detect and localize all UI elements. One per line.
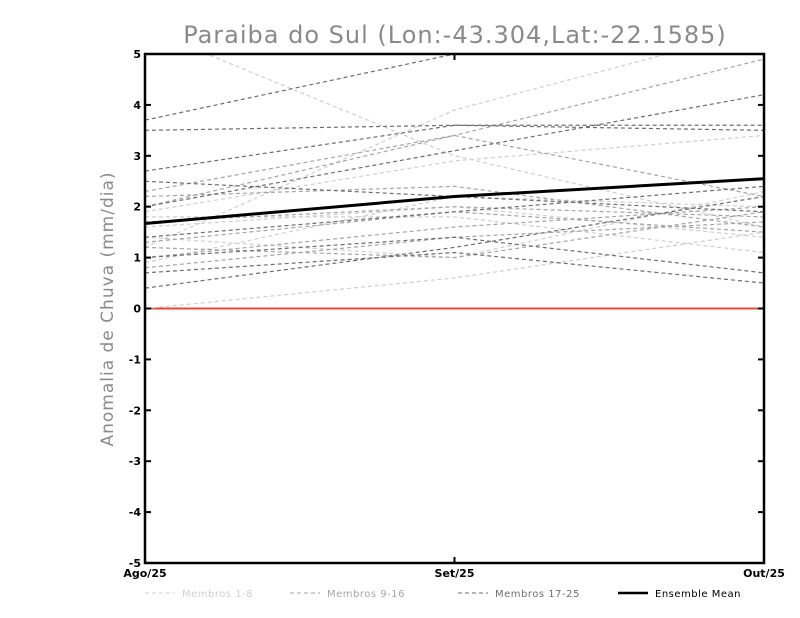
chart-title: Paraiba do Sul (Lon:-43.304,Lat:-22.1585… — [183, 21, 727, 49]
member-line-m17 — [145, 54, 460, 121]
y-axis-label: Anomalia de Chuva (mm/dia) — [98, 171, 118, 446]
member-line-m21 — [145, 185, 764, 238]
member-line-m19 — [145, 124, 764, 131]
legend: Membros 1-8 Membros 9-16 Membros 17-25 Ense… — [145, 589, 741, 600]
legend-label: Membros 1-8 — [182, 589, 253, 600]
ensemble-mean-line — [145, 177, 764, 225]
member-line-m23 — [145, 195, 764, 289]
y-tick-label: 0 — [133, 303, 141, 316]
member-line-m10 — [145, 221, 764, 269]
y-tick-label: -3 — [129, 455, 141, 468]
y-tick-label: -5 — [129, 557, 141, 570]
member-line-m9 — [145, 134, 764, 198]
member-line-m5 — [145, 216, 764, 254]
member-line-m4 — [145, 190, 764, 259]
x-tick-label: Set/25 — [435, 567, 475, 580]
series-layer — [145, 54, 764, 310]
legend-label: Ensemble Mean — [655, 589, 741, 600]
member-line-m13 — [145, 58, 764, 208]
plot-frame — [143, 52, 766, 565]
member-line-m15 — [145, 211, 764, 259]
y-tick-label: -4 — [129, 506, 142, 519]
legend-label: Membros 9-16 — [327, 589, 405, 600]
y-tick-label: 1 — [133, 252, 141, 265]
y-tick-label: 5 — [133, 48, 141, 61]
y-tick-label: 2 — [133, 201, 141, 214]
member-line-m18 — [145, 124, 764, 172]
y-tick-label: -2 — [129, 404, 141, 417]
member-line-m3 — [145, 134, 764, 213]
member-line-m2 — [145, 54, 670, 248]
member-line-m14 — [145, 206, 764, 223]
member-line-m20 — [145, 94, 764, 208]
member-line-m1 — [145, 231, 764, 310]
member-line-m16 — [145, 185, 764, 228]
y-tick-label: 3 — [133, 150, 141, 163]
member-line-m7 — [205, 54, 764, 228]
y-tick-label: -1 — [129, 353, 141, 366]
y-tick-label: 4 — [133, 99, 141, 112]
legend-label: Membros 17-25 — [495, 589, 580, 600]
member-line-m24 — [145, 236, 764, 274]
member-line-m12 — [145, 206, 764, 259]
x-tick-label: Out/25 — [743, 567, 785, 580]
member-line-m25 — [145, 251, 764, 284]
x-tick-label: Ago/25 — [123, 567, 166, 580]
